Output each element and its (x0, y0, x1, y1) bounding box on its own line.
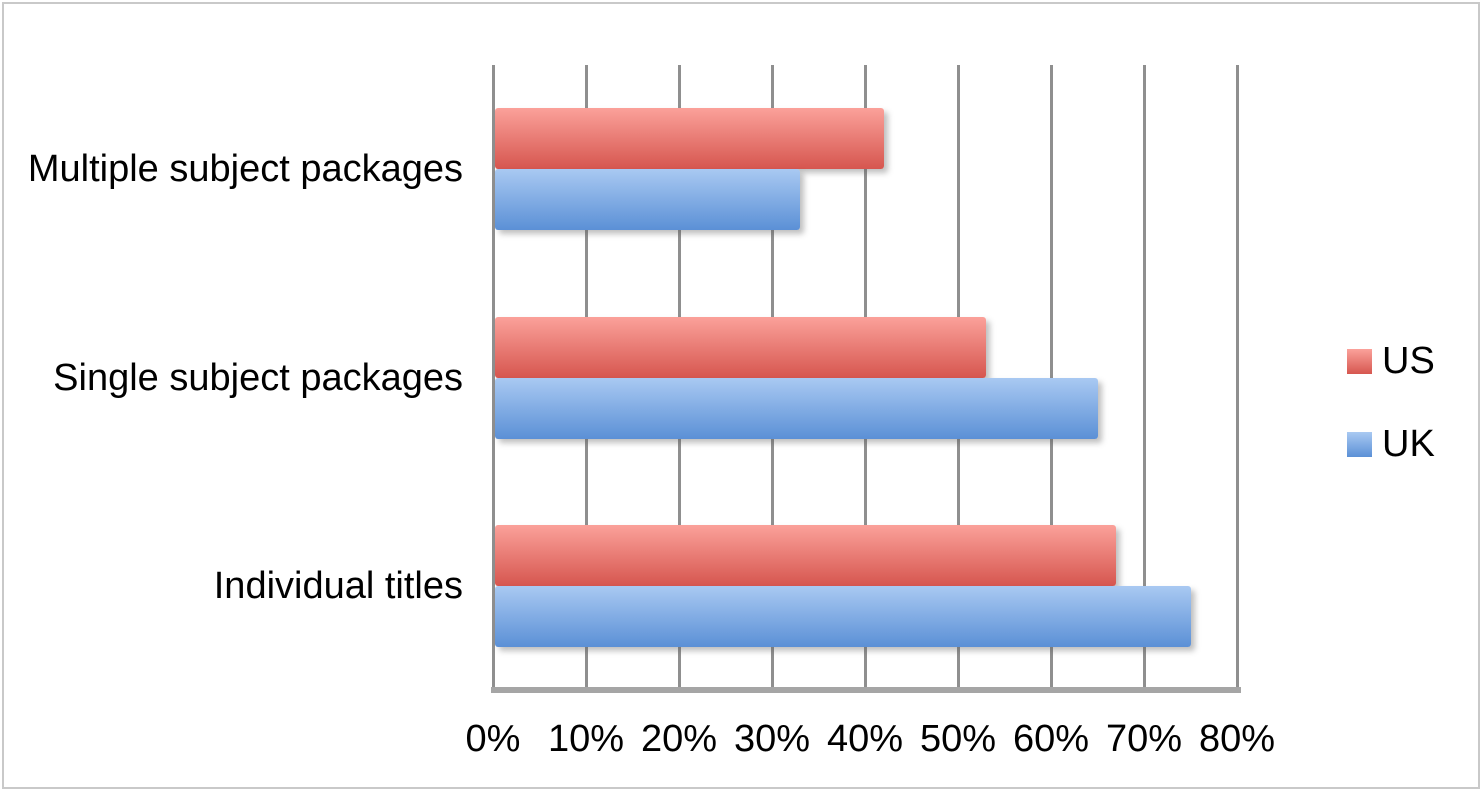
x-tick-label: 60% (1012, 718, 1090, 760)
x-tick-label: 10% (547, 718, 625, 760)
x-tick-label: 70% (1105, 718, 1183, 760)
legend-swatch-uk (1347, 431, 1372, 457)
bar-uk-3 (495, 585, 1191, 647)
bar-uk-1 (495, 169, 800, 231)
bar-us-2 (495, 316, 986, 378)
x-tick-label: 0% (465, 718, 521, 760)
x-tick-label: 30% (733, 718, 811, 760)
x-tick-label: 80% (1198, 718, 1276, 760)
x-tick-label: 40% (826, 718, 904, 760)
gridline-70 (1143, 65, 1146, 690)
category-label: Multiple subject packages (27, 148, 463, 191)
x-tick-label: 50% (919, 718, 997, 760)
x-tick-label: 20% (640, 718, 718, 760)
legend-label-us: US (1382, 339, 1435, 382)
bar-us-1 (495, 108, 884, 170)
category-label: Single subject packages (53, 356, 463, 399)
legend-entry-uk: UK (1347, 422, 1435, 466)
plot-area (491, 65, 1241, 693)
legend-swatch-us (1347, 348, 1372, 374)
bar-us-3 (495, 524, 1116, 586)
legend-label-uk: UK (1382, 422, 1435, 465)
gridline-80 (1236, 65, 1239, 690)
gridline-0 (492, 65, 495, 690)
legend: US UK (1347, 339, 1435, 505)
legend-entry-us: US (1347, 339, 1435, 383)
bar-uk-2 (495, 377, 1098, 439)
category-label: Individual titles (213, 564, 463, 607)
x-axis-line (491, 687, 1241, 693)
